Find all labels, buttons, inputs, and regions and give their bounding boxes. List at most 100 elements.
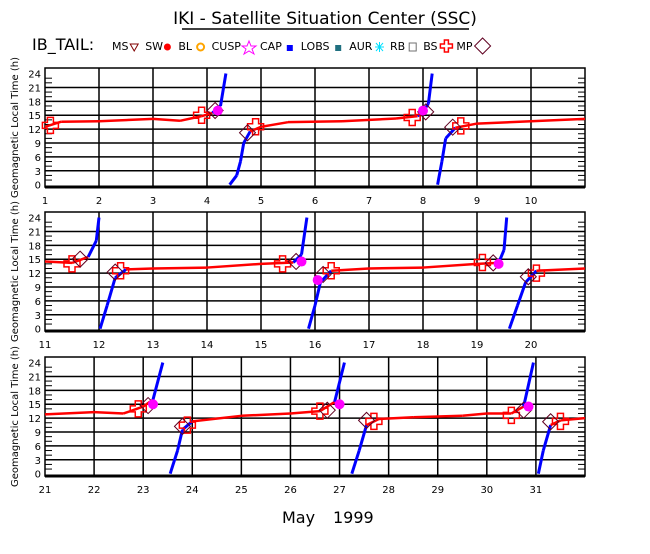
legend-item-lobs: LOBS: [301, 40, 330, 53]
cusp-marker: [494, 259, 504, 269]
x-tick-label: 30: [480, 485, 493, 496]
lobe-segment: [100, 306, 107, 329]
orbit-segment: [94, 412, 123, 413]
x-tick-label: 2: [96, 196, 102, 207]
x-tick-label: 27: [333, 485, 346, 496]
cusp-marker: [418, 106, 428, 116]
x-tick-label: 24: [186, 485, 199, 496]
lobe-segment: [442, 138, 446, 161]
legend-diamond-icon: [475, 38, 491, 54]
orbit-segment: [531, 119, 585, 121]
y-tick-label: 6: [35, 297, 41, 308]
lobe-segment: [244, 131, 250, 143]
y-tick-label: 6: [35, 153, 41, 164]
lobe-segment: [88, 241, 96, 257]
lobe-segment: [428, 74, 432, 104]
orbit-segment: [153, 119, 180, 121]
ring-icon: [197, 44, 204, 51]
x-tick-label: 28: [382, 485, 395, 496]
lobe-segment: [153, 363, 163, 400]
square-icon: [335, 45, 341, 51]
x-tick-label: 21: [39, 485, 52, 496]
cusp-marker: [335, 399, 345, 409]
open-square-icon: [409, 43, 416, 51]
y-axis-label: Geomagnetic Local Time (h): [10, 57, 21, 198]
x-tick-label: 31: [530, 485, 543, 496]
x-tick-label: 12: [93, 340, 106, 351]
lobe-segment: [302, 218, 307, 255]
orbit-segment: [477, 121, 531, 123]
orbit-segment: [290, 411, 319, 413]
legend-label: IB_TAIL:: [32, 35, 94, 55]
orbit-segment: [45, 262, 72, 263]
xlabel-year: 1999: [333, 508, 374, 527]
y-tick-label: 15: [28, 400, 41, 411]
x-tick-label: 1: [42, 196, 48, 207]
orbit-segment: [45, 412, 94, 414]
orbit-segment: [369, 268, 423, 269]
xlabel-month: May: [282, 508, 315, 527]
legend-asterisk-icon: [375, 42, 384, 52]
legend-item-bl: BL: [178, 40, 193, 53]
x-tick-label: 16: [309, 340, 322, 351]
x-tick-label: 8: [420, 196, 426, 207]
lobe-segment: [315, 282, 320, 305]
triangle-icon: [130, 44, 138, 51]
y-tick-label: 15: [28, 111, 41, 122]
x-tick-label: 19: [471, 340, 484, 351]
x-tick-label: 9: [474, 196, 480, 207]
orbit-segment: [261, 122, 288, 127]
lobe-segment: [237, 162, 241, 176]
legend-filled-square-icon: [287, 45, 293, 51]
legend-item-cap: CAP: [260, 40, 282, 53]
orbit-segment: [99, 119, 153, 121]
orbit-segment: [423, 264, 477, 268]
y-tick-label: 21: [28, 372, 41, 383]
legend-item-bs: BS: [423, 40, 437, 53]
y-tick-label: 18: [28, 386, 41, 397]
lobe-segment: [538, 451, 543, 474]
x-tick-label: 25: [235, 485, 248, 496]
cusp-marker: [213, 106, 223, 116]
legend-star-icon: [242, 41, 256, 54]
legend-small-square-icon: [335, 45, 341, 51]
legend-item-aur: AUR: [349, 40, 373, 53]
y-tick-label: 24: [28, 359, 41, 370]
y-tick-label: 3: [35, 311, 41, 322]
y-tick-label: 3: [35, 456, 41, 467]
lobe-segment: [438, 162, 442, 185]
legend-item-mp: MP: [456, 40, 472, 53]
lobe-segment: [524, 363, 534, 407]
lobe-segment: [509, 306, 517, 329]
lobe-segment: [518, 282, 526, 305]
x-tick-label: 22: [88, 485, 101, 496]
y-tick-label: 21: [28, 227, 41, 238]
star-icon: [242, 41, 256, 54]
legend-item-ms: MS: [112, 40, 128, 53]
square-icon: [287, 45, 293, 51]
legend-sun-icon: [164, 44, 171, 51]
lobe-segment: [240, 143, 243, 162]
orbit-segment: [261, 262, 293, 263]
y-tick-label: 15: [28, 255, 41, 266]
x-tick-label: 7: [366, 196, 372, 207]
x-tick-label: 13: [147, 340, 160, 351]
y-tick-label: 12: [28, 269, 41, 280]
y-tick-label: 9: [35, 283, 41, 294]
x-tick-label: 20: [525, 340, 538, 351]
y-axis-label: Geomagnetic Local Time (h): [10, 346, 21, 487]
y-tick-label: 9: [35, 428, 41, 439]
orbit-segment: [342, 118, 396, 121]
x-tick-label: 29: [431, 485, 444, 496]
y-tick-label: 3: [35, 167, 41, 178]
sun-icon: [164, 44, 171, 51]
x-tick-label: 5: [258, 196, 264, 207]
lobe-segment: [178, 430, 183, 451]
legend-item-sw: SW: [145, 40, 163, 53]
legend-item-cusp: CUSP: [212, 40, 242, 53]
